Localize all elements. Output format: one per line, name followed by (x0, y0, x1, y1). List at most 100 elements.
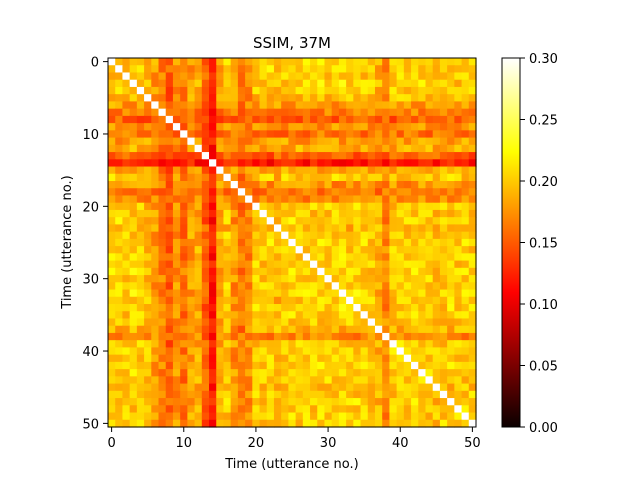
heatmap-cell (115, 260, 124, 269)
heatmap-cell (396, 253, 405, 262)
heatmap-cell (201, 159, 210, 168)
heatmap-cell (302, 86, 311, 95)
heatmap-cell (425, 79, 434, 88)
heatmap-cell (288, 376, 297, 385)
heatmap-cell (454, 152, 463, 160)
heatmap-cell (281, 202, 289, 211)
heatmap-cell (129, 383, 138, 392)
heatmap-cell (230, 390, 239, 399)
heatmap-cell (216, 246, 225, 254)
heatmap-cell (216, 152, 225, 160)
heatmap-cell (151, 130, 160, 139)
heatmap-cell (310, 72, 318, 81)
heatmap-cell (129, 166, 138, 175)
heatmap-cell (180, 65, 188, 74)
heatmap-cell (223, 65, 232, 74)
heatmap-cell (447, 159, 455, 168)
heatmap-cell (310, 296, 318, 305)
heatmap-cell (151, 282, 160, 291)
heatmap-cell (201, 195, 210, 204)
heatmap-cell (172, 383, 181, 392)
heatmap-cell (468, 376, 477, 385)
heatmap-cell (382, 383, 391, 392)
heatmap-cell (418, 72, 427, 81)
heatmap-cell (317, 115, 326, 124)
heatmap-cell (108, 246, 116, 254)
heatmap-cell (439, 304, 448, 312)
heatmap-cell (115, 72, 124, 81)
x-tick-label: 50 (464, 436, 481, 451)
heatmap-cell (425, 376, 434, 385)
heatmap-cell (403, 289, 412, 298)
heatmap-cell (180, 304, 188, 312)
heatmap-cell (353, 282, 362, 291)
heatmap-cell (403, 369, 412, 377)
heatmap-cell (374, 332, 383, 341)
heatmap-cell (367, 412, 376, 421)
heatmap-cell (266, 166, 275, 175)
heatmap-cell (158, 246, 167, 254)
heatmap-cell (432, 361, 441, 370)
heatmap-cell (230, 325, 239, 334)
heatmap-cell (418, 58, 427, 66)
heatmap-cell (230, 318, 239, 327)
heatmap-cell (447, 260, 455, 269)
heatmap-cell (259, 209, 268, 218)
heatmap-cell (310, 369, 318, 377)
heatmap-cell (310, 282, 318, 291)
heatmap-cell (266, 238, 275, 247)
heatmap-cell (302, 166, 311, 175)
heatmap-cell (151, 383, 160, 392)
heatmap-cell (396, 383, 405, 392)
heatmap-cell (295, 260, 304, 269)
heatmap-cell (230, 412, 239, 421)
heatmap-cell (367, 267, 376, 276)
heatmap-cell (411, 318, 419, 327)
heatmap-cell (317, 101, 326, 110)
heatmap-cell (324, 354, 333, 363)
heatmap-cell (288, 275, 297, 283)
heatmap-cell (461, 390, 470, 399)
heatmap-cell (324, 311, 333, 320)
heatmap-cell (360, 390, 369, 399)
heatmap-cell (237, 166, 246, 175)
heatmap-cell (317, 383, 326, 392)
heatmap-cell (374, 130, 383, 139)
heatmap-cell (396, 332, 405, 341)
heatmap-cell (302, 181, 311, 189)
heatmap-cell (331, 318, 340, 327)
heatmap-cell (172, 224, 181, 233)
heatmap-cell (252, 412, 261, 421)
heatmap-cell (151, 347, 160, 356)
heatmap-cell (136, 79, 145, 88)
heatmap-cell (432, 209, 441, 218)
heatmap-cell (115, 412, 124, 421)
heatmap-cell (418, 340, 427, 349)
heatmap-cell (172, 79, 181, 88)
heatmap-cell (360, 405, 369, 414)
heatmap-cell (454, 405, 463, 414)
heatmap-cell (454, 130, 463, 139)
heatmap-cell (288, 304, 297, 312)
heatmap-cell (295, 238, 304, 247)
heatmap-cell (454, 332, 463, 341)
heatmap-cell (418, 390, 427, 399)
heatmap-cell (129, 398, 138, 406)
heatmap-cell (237, 72, 246, 81)
heatmap-cell (273, 108, 282, 117)
heatmap-cell (187, 347, 196, 356)
heatmap-cell (237, 412, 246, 421)
heatmap-cell (396, 376, 405, 385)
heatmap-cell (403, 188, 412, 197)
heatmap-cell (353, 152, 362, 160)
heatmap-cell (129, 108, 138, 117)
heatmap-cell (331, 383, 340, 392)
heatmap-cell (295, 101, 304, 110)
heatmap-cell (360, 361, 369, 370)
heatmap-cell (187, 181, 196, 189)
heatmap-cell (129, 390, 138, 399)
heatmap-cell (302, 282, 311, 291)
heatmap-cell (310, 137, 318, 146)
heatmap-cell (425, 86, 434, 95)
heatmap-cell (389, 115, 398, 124)
